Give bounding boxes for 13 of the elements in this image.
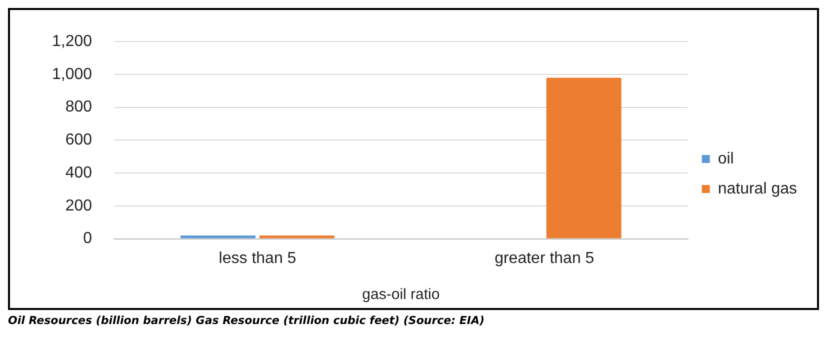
x-tick-label: greater than 5 (494, 250, 594, 267)
y-tick-label: 1,200 (52, 33, 92, 50)
x-tick-label: less than 5 (218, 250, 296, 267)
text: Oil Resources (billion barrels) Gas Resource (trillion cubic feet) (Source: EIA) (8, 314, 486, 327)
y-tick-label: 200 (65, 197, 92, 214)
y-tick-label: 0 (83, 230, 92, 248)
x-axis-title: gas-oil ratio (362, 286, 440, 304)
y-tick-label: 800 (65, 98, 92, 116)
legend-label: natural gas (718, 180, 798, 198)
y-tick-label: 1,000 (52, 66, 92, 83)
y-tick-label: 600 (65, 132, 92, 149)
y-tick-label: 400 (65, 164, 92, 182)
legend-label: oil (718, 150, 734, 168)
